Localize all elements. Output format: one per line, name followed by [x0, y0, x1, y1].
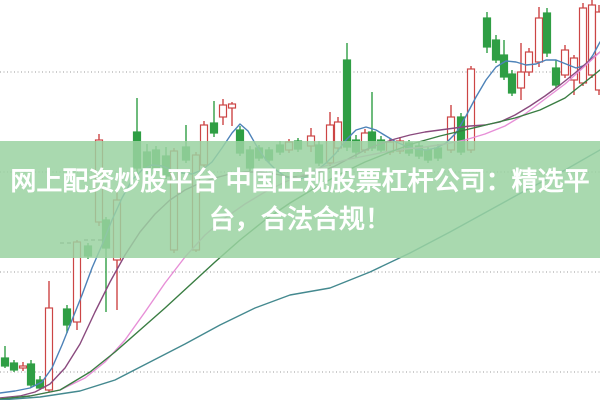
candle-bearish [245, 149, 255, 169]
candle-bearish [26, 363, 36, 386]
candle-bearish [264, 149, 274, 161]
candle-bullish [72, 241, 82, 323]
candle-bearish [0, 357, 10, 367]
candle-bearish [62, 308, 72, 326]
candle-bearish [499, 54, 509, 78]
candle-bearish [209, 122, 219, 134]
candle-bearish [342, 59, 352, 148]
candle-bearish [132, 131, 142, 169]
candle-bullish [94, 139, 104, 223]
candle-bullish [534, 17, 544, 63]
candle-bullish [169, 150, 179, 251]
candle-bullish [524, 51, 534, 73]
candle-bearish [83, 245, 93, 257]
candle-bearish [507, 73, 517, 94]
candle-bullish [587, 4, 597, 76]
candle-bearish [482, 17, 492, 48]
candle-bullish [18, 365, 28, 369]
candle-bullish [578, 7, 588, 84]
candle-bearish [9, 362, 19, 371]
candle-bullish [594, 11, 600, 91]
candle-bullish [218, 104, 228, 118]
candle-bearish [351, 139, 361, 153]
candle-bearish [314, 144, 324, 164]
candle-bullish [569, 57, 579, 81]
candle-bearish [542, 12, 552, 54]
candle-bullish [44, 307, 54, 391]
candle-bullish [284, 141, 294, 151]
candle-bullish [360, 132, 370, 151]
candle-bearish [433, 147, 443, 159]
candle-bearish [551, 67, 561, 86]
candle-bullish [306, 135, 316, 147]
candle-bullish [199, 124, 209, 166]
candle-bearish [275, 144, 285, 153]
candle-bearish [491, 39, 501, 61]
candle-bearish [423, 149, 433, 161]
candle-bearish [181, 146, 191, 161]
candle-bullish [333, 121, 343, 149]
candle-bullish [191, 154, 201, 251]
candle-bearish [293, 140, 303, 150]
candle-bullish [227, 103, 237, 109]
candle-bearish [456, 116, 466, 153]
candle-bullish [516, 71, 526, 89]
candle-bearish [235, 129, 245, 154]
